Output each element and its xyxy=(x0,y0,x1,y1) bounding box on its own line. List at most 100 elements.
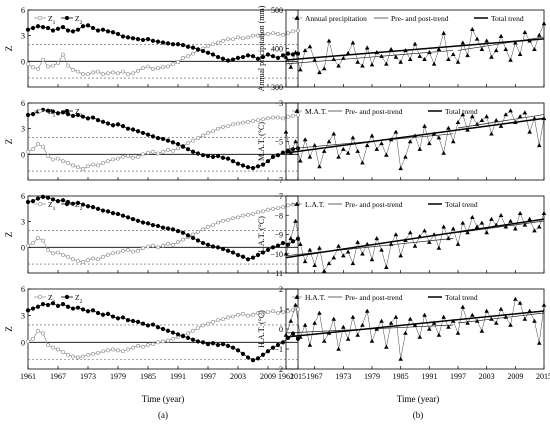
observed-point xyxy=(360,63,365,68)
z1-point xyxy=(206,44,210,48)
z2-point xyxy=(160,136,166,142)
observed-point xyxy=(532,228,537,233)
z1-point xyxy=(76,69,80,74)
z2-point xyxy=(40,25,46,30)
z1-point xyxy=(161,243,165,248)
observed-point xyxy=(517,51,523,56)
observed-point xyxy=(288,318,294,323)
z2-point xyxy=(145,36,151,42)
z2-point xyxy=(55,199,61,204)
z1-point xyxy=(26,62,30,66)
pre-post-trend-line xyxy=(457,114,545,129)
pre-post-trend-line xyxy=(285,50,454,65)
z2-point xyxy=(180,42,186,48)
z1-point xyxy=(211,129,215,134)
z1-point xyxy=(251,312,255,317)
observed-point xyxy=(513,296,518,301)
z2-point xyxy=(200,240,206,246)
observed-point xyxy=(498,306,504,311)
z1-point xyxy=(241,311,245,316)
z2-point xyxy=(195,47,201,52)
observed-point xyxy=(312,143,317,148)
z1-point xyxy=(291,202,295,207)
observed-point xyxy=(479,118,485,123)
observed-point xyxy=(341,324,346,329)
z2-point xyxy=(115,31,121,37)
z2-point xyxy=(170,42,176,47)
observed-point xyxy=(369,62,375,67)
observed-point xyxy=(307,44,313,49)
z2-point xyxy=(140,321,146,326)
z2-point xyxy=(80,24,86,29)
z1-point xyxy=(241,213,245,218)
observed-point xyxy=(360,322,365,327)
z2-point xyxy=(230,159,236,164)
observed-point xyxy=(302,322,308,327)
observed-point xyxy=(532,318,537,323)
y-tick-label: 6 xyxy=(21,99,25,108)
legend-z1-label: Z1 xyxy=(48,293,56,305)
observed-point xyxy=(412,243,418,248)
legend-observed-label: L.A.T. xyxy=(305,200,325,209)
observed-point xyxy=(441,30,446,35)
z1-point xyxy=(131,249,135,254)
observed-point xyxy=(403,154,408,159)
z1-point xyxy=(276,32,280,36)
z1-point xyxy=(66,63,70,68)
z1-point xyxy=(161,339,165,344)
z2-point xyxy=(225,248,231,253)
z1-point xyxy=(156,340,160,345)
y-tick-label: 0 xyxy=(21,243,25,252)
z2-point xyxy=(25,112,31,118)
observed-point xyxy=(470,114,475,119)
observed-point xyxy=(331,255,337,260)
plot-frame xyxy=(27,195,299,274)
z1-point xyxy=(141,66,145,71)
z2-point xyxy=(265,349,271,354)
z2-point xyxy=(155,223,161,229)
z2-point xyxy=(120,315,126,320)
observed-point xyxy=(302,48,308,53)
observed-point xyxy=(336,346,341,351)
z2-point xyxy=(215,54,221,60)
legend-pre-post-label: Pre- and post-trend xyxy=(345,200,403,209)
z1-point xyxy=(271,309,275,314)
observed-point xyxy=(489,54,494,59)
z2-point xyxy=(275,342,281,348)
z1-point xyxy=(271,115,275,120)
z2-point xyxy=(85,23,91,28)
z1-point xyxy=(296,307,300,312)
observed-point xyxy=(536,340,542,345)
left-xlabel: Time (year) xyxy=(142,394,184,404)
z1-point xyxy=(86,258,90,263)
z2-point xyxy=(270,245,276,250)
z2-point xyxy=(235,348,241,353)
z1-point xyxy=(251,119,255,123)
z1-point xyxy=(56,347,60,352)
z1-point xyxy=(226,37,230,41)
z2-point xyxy=(95,118,101,123)
z2-point xyxy=(190,337,196,342)
z1-point xyxy=(141,344,145,349)
observed-point xyxy=(465,127,470,132)
y-tick-label: −2 xyxy=(274,365,283,374)
z1-point xyxy=(286,114,290,119)
z1-point xyxy=(126,347,130,352)
z2-point xyxy=(265,247,271,252)
z2-point xyxy=(225,343,231,348)
x-tick-label: 1979 xyxy=(364,372,380,381)
legend-z1-marker xyxy=(37,201,43,207)
y-tick-label: −10 xyxy=(270,250,283,259)
z2-point xyxy=(55,111,61,116)
z2-point xyxy=(215,342,221,348)
observed-point xyxy=(288,64,294,69)
observed-point xyxy=(489,131,494,136)
z2-point xyxy=(250,358,256,363)
legend: Annual precipitation Pre- and post-trend T… xyxy=(292,14,524,23)
z1-point xyxy=(46,64,50,69)
z2-point xyxy=(115,316,121,321)
z2-point xyxy=(140,37,146,43)
observed-point xyxy=(489,316,494,321)
observed-point xyxy=(374,146,380,151)
z2-point xyxy=(210,244,216,249)
